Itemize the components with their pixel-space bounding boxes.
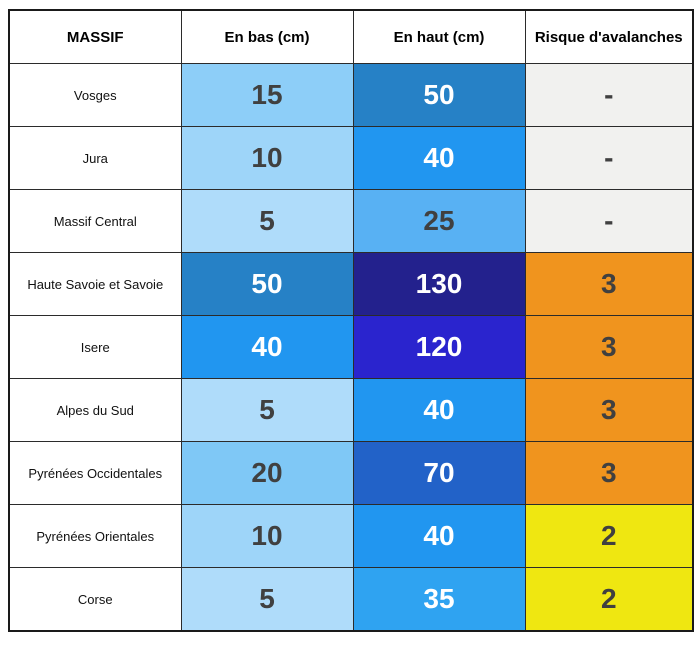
table-row: Pyrénées Orientales 10 40 2 <box>8 504 694 568</box>
table-row: Corse 5 35 2 <box>8 567 694 632</box>
en-bas-cell: 40 <box>180 315 354 379</box>
table-row: Haute Savoie et Savoie 50 130 3 <box>8 252 694 316</box>
risque-cell: - <box>524 63 694 127</box>
header-risque-avalanches: Risque d'avalanches <box>524 9 694 64</box>
en-haut-cell: 130 <box>352 252 526 316</box>
massif-cell: Massif Central <box>8 189 182 253</box>
massif-cell: Haute Savoie et Savoie <box>8 252 182 316</box>
en-haut-cell: 70 <box>352 441 526 505</box>
massif-cell: Pyrénées Occidentales <box>8 441 182 505</box>
en-haut-cell: 40 <box>352 504 526 568</box>
header-en-bas: En bas (cm) <box>180 9 354 64</box>
table-row: Pyrénées Occidentales 20 70 3 <box>8 441 694 505</box>
en-haut-cell: 40 <box>352 378 526 442</box>
en-haut-cell: 25 <box>352 189 526 253</box>
en-bas-cell: 10 <box>180 126 354 190</box>
risque-cell: 3 <box>524 378 694 442</box>
table-row: Isere 40 120 3 <box>8 315 694 379</box>
en-bas-cell: 50 <box>180 252 354 316</box>
header-massif: MASSIF <box>8 9 182 64</box>
massif-cell: Alpes du Sud <box>8 378 182 442</box>
table-body: Vosges 15 50- Jura 10 40- Massif Central 5 25- Ha… <box>8 63 694 632</box>
table-row: Massif Central 5 25- <box>8 189 694 253</box>
table-row: Jura 10 40- <box>8 126 694 190</box>
en-haut-cell: 50 <box>352 63 526 127</box>
massif-cell: Corse <box>8 567 182 632</box>
massif-cell: Isere <box>8 315 182 379</box>
risque-cell: 2 <box>524 504 694 568</box>
en-haut-cell: 120 <box>352 315 526 379</box>
header-en-haut: En haut (cm) <box>352 9 526 64</box>
table-row: Alpes du Sud 5 40 3 <box>8 378 694 442</box>
massif-cell: Pyrénées Orientales <box>8 504 182 568</box>
risque-cell: 3 <box>524 315 694 379</box>
table-row: Vosges 15 50- <box>8 63 694 127</box>
en-bas-cell: 5 <box>180 378 354 442</box>
en-bas-cell: 20 <box>180 441 354 505</box>
snow-depth-table: MASSIF En bas (cm) En haut (cm) Risque d… <box>8 9 694 632</box>
risque-cell: 2 <box>524 567 694 632</box>
massif-cell: Vosges <box>8 63 182 127</box>
en-bas-cell: 5 <box>180 189 354 253</box>
en-haut-cell: 35 <box>352 567 526 632</box>
risque-cell: - <box>524 189 694 253</box>
en-bas-cell: 5 <box>180 567 354 632</box>
massif-cell: Jura <box>8 126 182 190</box>
en-haut-cell: 40 <box>352 126 526 190</box>
en-bas-cell: 10 <box>180 504 354 568</box>
en-bas-cell: 15 <box>180 63 354 127</box>
risque-cell: 3 <box>524 252 694 316</box>
risque-cell: 3 <box>524 441 694 505</box>
header-row: MASSIF En bas (cm) En haut (cm) Risque d… <box>8 9 694 64</box>
risque-cell: - <box>524 126 694 190</box>
